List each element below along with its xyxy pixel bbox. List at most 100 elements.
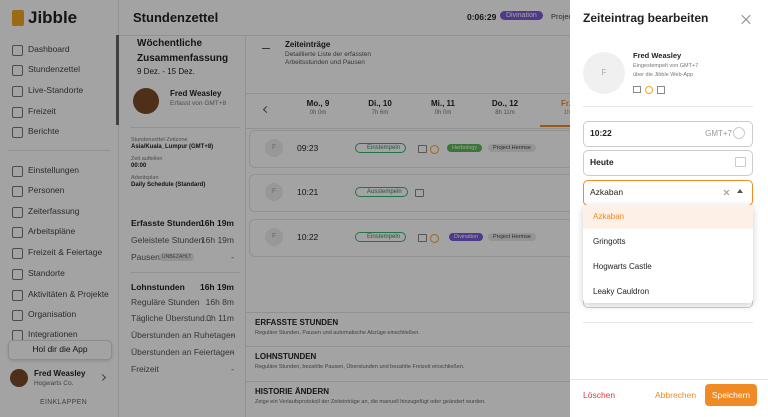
menu-item[interactable]: Personen xyxy=(28,185,65,195)
column-divider xyxy=(245,35,246,417)
summary-row-label: Freizeit xyxy=(131,364,159,374)
user-avatar xyxy=(10,369,28,387)
field-label: Stundenzettel-Zeitzone xyxy=(131,137,188,143)
day-name[interactable]: Di., 10 xyxy=(368,99,392,108)
entry-avatar: F xyxy=(265,183,283,201)
day-name[interactable]: Fr., xyxy=(560,99,573,108)
clock-icon xyxy=(733,127,745,139)
summary-row-value: - xyxy=(231,364,234,374)
summary-row-label: Pausen xyxy=(131,252,160,262)
menu-item[interactable]: Arbeitspläne xyxy=(28,226,76,236)
summary-separator xyxy=(130,127,240,128)
logo-icon xyxy=(12,10,24,26)
menu-icon xyxy=(12,227,23,238)
dropdown-option[interactable]: Leaky Cauldron xyxy=(593,287,650,296)
timer: 0:06:29 xyxy=(467,12,497,22)
panel-name: Fred Weasley xyxy=(633,51,682,60)
field-label: Arbeitsplan xyxy=(131,175,159,181)
menu-icon xyxy=(12,207,23,218)
menu-item[interactable]: Dashboard xyxy=(28,44,70,54)
field-label: Zeit aufteilen xyxy=(131,156,163,162)
menu-item[interactable]: Integrationen xyxy=(28,329,78,339)
menu-item[interactable]: Aktivitäten & Projekte xyxy=(28,289,109,299)
entry-icon xyxy=(430,145,439,154)
menu-icon xyxy=(12,65,23,76)
dropdown-option[interactable]: Hogwarts Castle xyxy=(593,262,652,271)
day-total: 7h 6m xyxy=(371,110,389,116)
app-button[interactable]: Hol dir die App xyxy=(8,340,112,360)
entry-icon xyxy=(430,234,439,243)
day-underline xyxy=(540,125,570,127)
menu-separator xyxy=(8,150,110,151)
menu-icon xyxy=(12,45,23,56)
section-separator xyxy=(246,312,570,313)
panel-icon xyxy=(645,86,653,94)
panel-icon xyxy=(657,86,665,94)
date-input[interactable] xyxy=(583,150,753,176)
menu-icon xyxy=(12,166,23,177)
section-separator xyxy=(246,346,570,347)
menu-icon xyxy=(12,86,23,97)
summary-row-value: 16h 19m xyxy=(200,235,234,245)
entry-action: Einstempeln xyxy=(355,232,407,242)
day-name[interactable]: Do., 12 xyxy=(491,99,519,108)
menu-icon xyxy=(12,107,23,118)
header xyxy=(119,0,570,36)
time-value: 10:22 xyxy=(590,128,612,138)
summary-row-label: Erfasste Stunden xyxy=(131,218,201,228)
user-name: Fred Weasley xyxy=(34,369,86,378)
day-name[interactable]: Mi., 11 xyxy=(430,99,455,108)
entry-time: 10:21 xyxy=(297,187,319,197)
panel-title: Zeiteintrag bearbeiten xyxy=(583,11,709,25)
section-title[interactable]: LOHNSTUNDEN xyxy=(255,352,317,361)
menu-icon xyxy=(12,290,23,301)
entries-title: Zeiteinträge xyxy=(285,40,331,49)
entry-icon xyxy=(418,234,427,242)
summary-avatar xyxy=(133,88,159,114)
delete-button[interactable]: Löschen xyxy=(583,390,616,400)
dropdown-option[interactable]: Gringotts xyxy=(593,237,626,246)
summary-row-value: - xyxy=(231,252,234,262)
activity-pill: Divination xyxy=(500,11,543,20)
collapse[interactable]: EINKLAPPEN xyxy=(40,399,87,406)
summary-row-label: Überstunden an Ruhetagen xyxy=(131,330,236,340)
save-button[interactable]: Speichern xyxy=(705,384,757,406)
cancel-button[interactable]: Abbrechen xyxy=(655,390,697,400)
menu-item[interactable]: Stundenzettel xyxy=(28,64,80,74)
entry-time: 09:23 xyxy=(297,143,319,153)
day-total: 0h 0m xyxy=(309,110,327,116)
location-value: Azkaban xyxy=(590,187,624,197)
menu-item[interactable]: Einstellungen xyxy=(28,165,80,175)
summary-scrollbar xyxy=(116,35,119,125)
section-title[interactable]: ERFASSTE STUNDEN xyxy=(255,318,339,327)
dropdown-option[interactable]: Azkaban xyxy=(583,205,753,229)
summary-row-label: Reguläre Stunden xyxy=(131,297,200,307)
summary-row-badge: UNBEZAHLT xyxy=(159,253,195,261)
panel-clocked: Eingestempelt von GMT+7 xyxy=(633,63,699,69)
menu-item[interactable]: Organisation xyxy=(28,309,77,319)
app-button-label: Hol dir die App xyxy=(32,344,88,354)
day-name[interactable]: Mo., 9 xyxy=(306,99,330,108)
menu-item[interactable]: Freizeit & Feiertage xyxy=(28,247,103,257)
menu-icon xyxy=(12,269,23,280)
summary-row-label: Geleistete Stunden xyxy=(131,235,204,245)
menu-item[interactable]: Live-Standorte xyxy=(28,85,84,95)
entry-activity: Divination xyxy=(449,233,484,241)
time-input[interactable] xyxy=(583,121,753,147)
menu-item[interactable]: Freizeit xyxy=(28,106,56,116)
modal-overlay xyxy=(0,0,570,417)
entries-description: Detaillierte Liste der erfassten Arbeits… xyxy=(285,51,371,66)
summary-range: 9 Dez. - 15 Dez. xyxy=(137,67,195,76)
summary-row-label: Tägliche Überstund... xyxy=(131,313,212,323)
section-separator xyxy=(246,381,570,382)
caret-up xyxy=(737,189,743,193)
menu-item[interactable]: Zeiterfassung xyxy=(28,206,80,216)
section-title[interactable]: HISTORIE ÄNDERN xyxy=(255,387,330,396)
entry-project: Project Hermse xyxy=(488,233,536,241)
summary-row-value: 16h 19m xyxy=(199,218,234,228)
field-value: Asia/Kuala_Lumpur (GMT+8) xyxy=(131,144,214,150)
menu-item[interactable]: Berichte xyxy=(28,126,60,136)
menu-item[interactable]: Standorte xyxy=(28,268,65,278)
date-value: Heute xyxy=(590,157,614,167)
